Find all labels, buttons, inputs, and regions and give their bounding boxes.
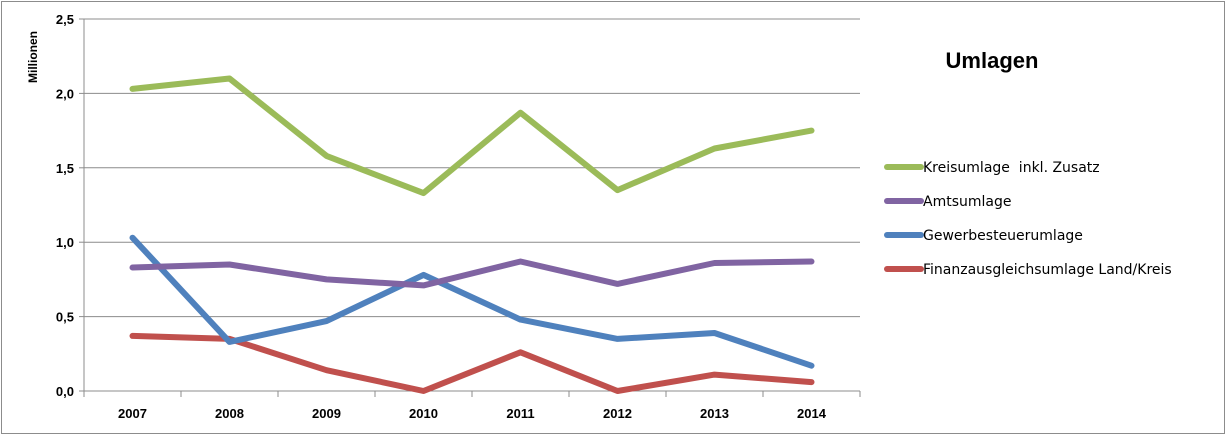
x-tick-label: 2011 xyxy=(506,406,534,421)
legend-label: Gewerbesteuerumlage xyxy=(923,228,1083,244)
series-lines xyxy=(129,75,815,394)
series-line xyxy=(129,234,815,369)
data-point xyxy=(811,130,812,132)
x-tick-label: 2008 xyxy=(215,406,244,421)
data-point xyxy=(229,78,230,80)
data-point xyxy=(811,365,812,367)
data-point xyxy=(714,332,715,334)
data-point xyxy=(132,266,133,268)
data-point xyxy=(423,192,424,194)
y-axis-label: Millionen xyxy=(26,31,40,83)
legend: Kreisumlage inkl. Zusatz Amtsumlage Gewerb… xyxy=(884,160,1172,278)
x-tick-label: 2013 xyxy=(700,406,729,421)
data-point xyxy=(132,335,133,337)
y-tick-label: 2,5 xyxy=(56,12,74,27)
gridlines xyxy=(84,18,860,318)
y-tick-label: 1,0 xyxy=(56,235,74,250)
data-point xyxy=(326,320,327,322)
x-tick-label: 2014 xyxy=(797,406,827,421)
data-point xyxy=(132,237,133,239)
data-point xyxy=(326,278,327,280)
x-tick-labels: 2007 2008 2009 2010 2011 2012 2013 2014 xyxy=(118,406,827,421)
data-point xyxy=(229,341,230,343)
data-point xyxy=(617,390,618,392)
data-point xyxy=(423,274,424,276)
y-tick-label: 0,0 xyxy=(56,384,74,399)
series-line xyxy=(129,258,815,289)
data-point xyxy=(617,283,618,285)
y-tick-label: 2,0 xyxy=(56,86,74,101)
x-tick-label: 2009 xyxy=(312,406,341,421)
data-point xyxy=(714,262,715,264)
y-tick-label: 1,5 xyxy=(56,161,74,176)
legend-label: Amtsumlage xyxy=(923,194,1011,210)
data-point xyxy=(811,381,812,383)
data-point xyxy=(132,88,133,90)
data-point xyxy=(714,374,715,376)
y-tick-labels: 0,0 0,5 1,0 1,5 2,0 2,5 xyxy=(56,12,74,399)
data-point xyxy=(326,155,327,157)
x-tick-label: 2007 xyxy=(118,406,147,421)
data-point xyxy=(811,261,812,263)
data-point xyxy=(423,390,424,392)
data-point xyxy=(326,369,327,371)
series-line xyxy=(129,75,815,197)
data-point xyxy=(520,351,521,353)
data-point xyxy=(714,147,715,149)
data-point xyxy=(520,319,521,321)
y-tick-label: 0,5 xyxy=(56,310,74,325)
x-tick-label: 2012 xyxy=(603,406,632,421)
data-point xyxy=(229,264,230,266)
data-point xyxy=(520,112,521,114)
data-point xyxy=(617,338,618,340)
series-line xyxy=(129,332,815,394)
x-tick-label: 2010 xyxy=(409,406,438,421)
data-point xyxy=(520,261,521,263)
legend-label: Finanzausgleichsumlage Land/Kreis xyxy=(923,262,1172,278)
chart-title: Umlagen xyxy=(946,48,1039,73)
legend-label: Kreisumlage inkl. Zusatz xyxy=(923,160,1100,176)
axes xyxy=(79,18,861,397)
data-point xyxy=(423,284,424,286)
data-point xyxy=(617,189,618,191)
